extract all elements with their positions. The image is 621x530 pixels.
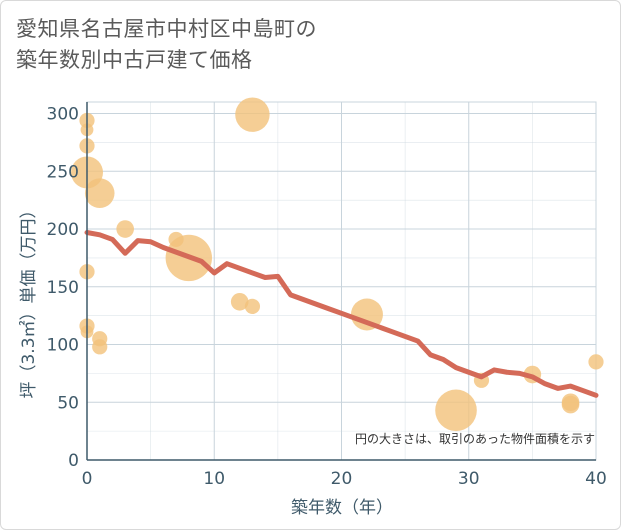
data-point (350, 298, 383, 331)
chart-title: 愛知県名古屋市中村区中島町の 築年数別中古戸建て価格 (16, 14, 317, 76)
grid (86, 101, 597, 461)
data-point (244, 298, 261, 315)
y-tick-label: 100 (47, 336, 79, 356)
data-point (235, 97, 270, 132)
data-point (116, 220, 134, 238)
x-tick-label: 0 (82, 469, 93, 489)
trend-line (84, 229, 599, 398)
x-tick-label: 20 (331, 469, 353, 489)
chart-title-line2: 築年数別中古戸建て価格 (16, 48, 253, 72)
data-point (92, 339, 108, 355)
data-point (588, 354, 604, 370)
y-tick-label: 200 (47, 220, 79, 240)
x-tick-label: 40 (585, 469, 607, 489)
x-tick-label: 30 (458, 469, 480, 489)
chart-title-line1: 愛知県名古屋市中村区中島町の (16, 17, 317, 41)
y-tick-label: 50 (57, 393, 79, 413)
trend-line-group (84, 229, 599, 398)
y-tick-label: 0 (68, 451, 79, 471)
y-tick-label: 150 (47, 278, 79, 298)
y-tick-label: 300 (47, 105, 79, 125)
x-axis-label: 築年数（年） (291, 498, 393, 518)
y-axis-label: 坪（3.3㎡）単価（万円） (19, 201, 39, 398)
data-point (84, 178, 115, 209)
data-point (230, 292, 249, 311)
data-point (435, 389, 477, 432)
size-note: 円の大きさは、取引のあった物件面積を示す (355, 431, 595, 446)
y-tick-label: 250 (47, 162, 79, 182)
axes: 0 10 20 30 40 0 50 100 150 200 250 300 (47, 102, 607, 489)
x-tick-label: 10 (203, 469, 225, 489)
data-point (561, 395, 580, 414)
